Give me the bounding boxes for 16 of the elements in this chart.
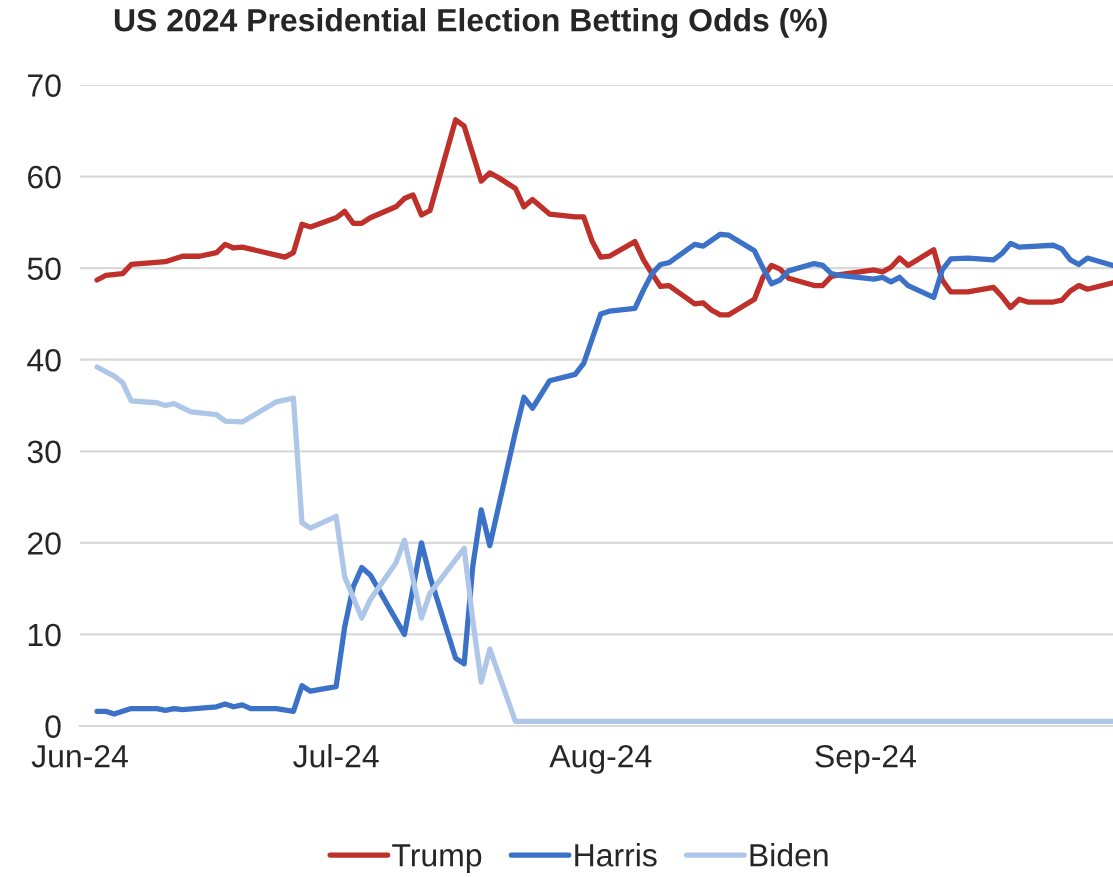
y-tick-label: 20 xyxy=(28,532,61,555)
x-tick-label: Sep-24 xyxy=(815,744,916,774)
y-tick-label: 50 xyxy=(27,257,61,281)
y-tick-label: 60 xyxy=(28,165,61,189)
x-tick-label: Jun-24 xyxy=(31,744,128,768)
y-tick-label: 0 xyxy=(45,715,61,738)
y-tick-label: 40 xyxy=(27,348,61,372)
y-tick-label: 10 xyxy=(28,623,61,647)
legend-label: Biden xyxy=(750,843,828,867)
y-tick-label: 30 xyxy=(27,440,61,464)
x-tick-label: Aug-24 xyxy=(549,744,652,774)
legend-label: Trump xyxy=(392,844,482,873)
chart-title: US 2024 Presidential Election Betting Odds (%) xyxy=(114,8,827,38)
x-tick-label: Jul-24 xyxy=(293,744,379,768)
legend-label: Harris xyxy=(575,843,657,867)
y-tick-label: 70 xyxy=(28,74,61,97)
